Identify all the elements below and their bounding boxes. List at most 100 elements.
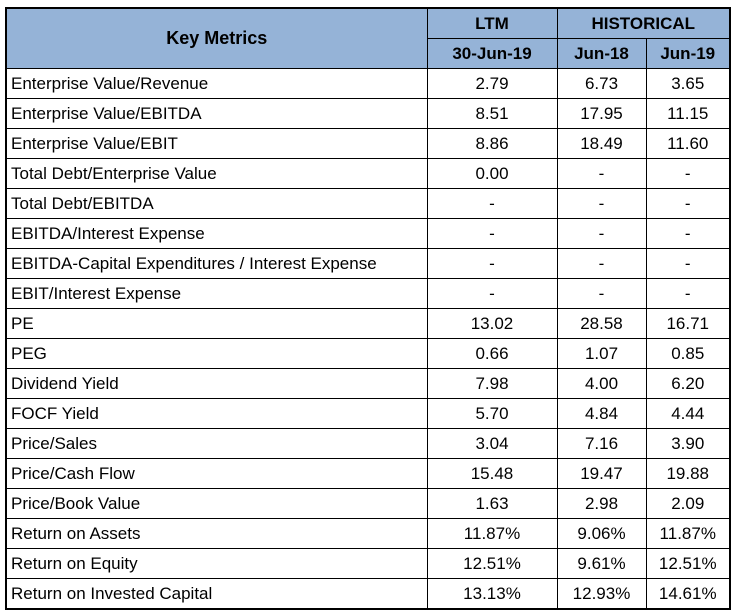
key-metrics-table: Key Metrics LTM HISTORICAL 30-Jun-19 Jun… — [5, 7, 731, 610]
jun18-value: 9.61% — [556, 548, 647, 579]
metric-label: Price/Book Value — [5, 488, 428, 519]
metric-label: Return on Assets — [5, 518, 428, 549]
historical-header: HISTORICAL — [556, 7, 731, 39]
metric-label: EBITDA-Capital Expenditures / Interest E… — [5, 248, 428, 279]
jun18-value: 7.16 — [556, 428, 647, 459]
table-body: Enterprise Value/Revenue 2.79 6.73 3.65 Ente… — [5, 68, 731, 610]
ltm-value: 5.70 — [426, 398, 558, 429]
table-row: Enterprise Value/Revenue 2.79 6.73 3.65 — [5, 68, 731, 99]
col-jun18-header: Jun-18 — [556, 38, 647, 69]
jun18-value: - — [556, 218, 647, 249]
table-row: Price/Cash Flow 15.48 19.47 19.88 — [5, 458, 731, 489]
ltm-value: 13.02 — [426, 308, 558, 339]
table-row: PE 13.02 28.58 16.71 — [5, 308, 731, 339]
ltm-value: 1.63 — [426, 488, 558, 519]
jun18-value: - — [556, 158, 647, 189]
jun19-value: - — [645, 218, 731, 249]
jun19-value: 14.61% — [645, 578, 731, 610]
metric-label: PEG — [5, 338, 428, 369]
jun19-value: 0.85 — [645, 338, 731, 369]
metric-label: Return on Equity — [5, 548, 428, 579]
ltm-value: 8.86 — [426, 128, 558, 159]
table-row: Return on Equity 12.51% 9.61% 12.51% — [5, 548, 731, 579]
table-row: Return on Assets 11.87% 9.06% 11.87% — [5, 518, 731, 549]
jun18-value: 1.07 — [556, 338, 647, 369]
metric-label: EBITDA/Interest Expense — [5, 218, 428, 249]
metric-label: Total Debt/Enterprise Value — [5, 158, 428, 189]
table-row: EBIT/Interest Expense - - - — [5, 278, 731, 309]
jun19-value: 11.87% — [645, 518, 731, 549]
ltm-value: - — [426, 218, 558, 249]
col-ltm-date-header: 30-Jun-19 — [426, 38, 558, 69]
ltm-value: - — [426, 278, 558, 309]
ltm-value: 15.48 — [426, 458, 558, 489]
metrics-table-container: Key Metrics LTM HISTORICAL 30-Jun-19 Jun… — [5, 7, 731, 610]
ltm-value: 0.66 — [426, 338, 558, 369]
jun18-value: 28.58 — [556, 308, 647, 339]
ltm-value: 12.51% — [426, 548, 558, 579]
metric-label: EBIT/Interest Expense — [5, 278, 428, 309]
metric-label: Price/Cash Flow — [5, 458, 428, 489]
table-row: EBITDA-Capital Expenditures / Interest E… — [5, 248, 731, 279]
table-row: FOCF Yield 5.70 4.84 4.44 — [5, 398, 731, 429]
table-header: Key Metrics LTM HISTORICAL 30-Jun-19 Jun… — [5, 7, 731, 69]
table-row: Price/Book Value 1.63 2.98 2.09 — [5, 488, 731, 519]
table-row: Return on Invested Capital 13.13% 12.93% 14… — [5, 578, 731, 610]
jun18-value: 19.47 — [556, 458, 647, 489]
table-row: EBITDA/Interest Expense - - - — [5, 218, 731, 249]
ltm-value: - — [426, 248, 558, 279]
metric-label: PE — [5, 308, 428, 339]
ltm-value: 8.51 — [426, 98, 558, 129]
ltm-value: 11.87% — [426, 518, 558, 549]
header-row-2: 30-Jun-19 Jun-18 Jun-19 — [6, 38, 731, 69]
jun19-value: - — [645, 188, 731, 219]
table-row: Total Debt/Enterprise Value 0.00- - — [5, 158, 731, 189]
metric-label: Return on Invested Capital — [5, 578, 428, 610]
jun19-value: 3.65 — [645, 68, 731, 99]
jun19-value: 11.60 — [645, 128, 731, 159]
jun18-value: 17.95 — [556, 98, 647, 129]
metric-label: Enterprise Value/Revenue — [5, 68, 428, 99]
jun19-value: 11.15 — [645, 98, 731, 129]
jun18-value: 12.93% — [556, 578, 647, 610]
jun18-value: - — [556, 278, 647, 309]
jun19-value: - — [645, 278, 731, 309]
jun18-value: - — [556, 248, 647, 279]
ltm-value: 7.98 — [426, 368, 558, 399]
ltm-header: LTM — [426, 7, 558, 39]
metric-label: Enterprise Value/EBIT — [5, 128, 428, 159]
jun18-value: 18.49 — [556, 128, 647, 159]
ltm-value: 0.00 — [426, 158, 558, 189]
jun19-value: 4.44 — [645, 398, 731, 429]
jun18-value: 9.06% — [556, 518, 647, 549]
jun19-value: 2.09 — [645, 488, 731, 519]
key-metrics-header: Key Metrics — [5, 7, 428, 69]
metric-label: Total Debt/EBITDA — [5, 188, 428, 219]
jun18-value: 4.00 — [556, 368, 647, 399]
ltm-value: 2.79 — [426, 68, 558, 99]
ltm-value: 3.04 — [426, 428, 558, 459]
table-row: PEG 0.66 1.07 0.85 — [5, 338, 731, 369]
jun19-value: 3.90 — [645, 428, 731, 459]
jun18-value: 2.98 — [556, 488, 647, 519]
col-jun19-header: Jun-19 — [645, 38, 731, 69]
table-row: Enterprise Value/EBIT 8.86 18.49 11.60 — [5, 128, 731, 159]
ltm-value: 13.13% — [426, 578, 558, 610]
metric-label: Dividend Yield — [5, 368, 428, 399]
jun19-value: 16.71 — [645, 308, 731, 339]
jun18-value: 4.84 — [556, 398, 647, 429]
metric-label: FOCF Yield — [5, 398, 428, 429]
jun19-value: 12.51% — [645, 548, 731, 579]
metric-label: Price/Sales — [5, 428, 428, 459]
table-row: Total Debt/EBITDA - - - — [5, 188, 731, 219]
header-row-1: Key Metrics LTM HISTORICAL — [5, 7, 731, 69]
jun19-value: 6.20 — [645, 368, 731, 399]
jun19-value: 19.88 — [645, 458, 731, 489]
metric-label: Enterprise Value/EBITDA — [5, 98, 428, 129]
jun19-value: - — [645, 158, 731, 189]
table-row: Dividend Yield 7.98 4.00 6.20 — [5, 368, 731, 399]
jun18-value: - — [556, 188, 647, 219]
ltm-value: - — [426, 188, 558, 219]
table-row: Price/Sales 3.04 7.16 3.90 — [5, 428, 731, 459]
jun19-value: - — [645, 248, 731, 279]
